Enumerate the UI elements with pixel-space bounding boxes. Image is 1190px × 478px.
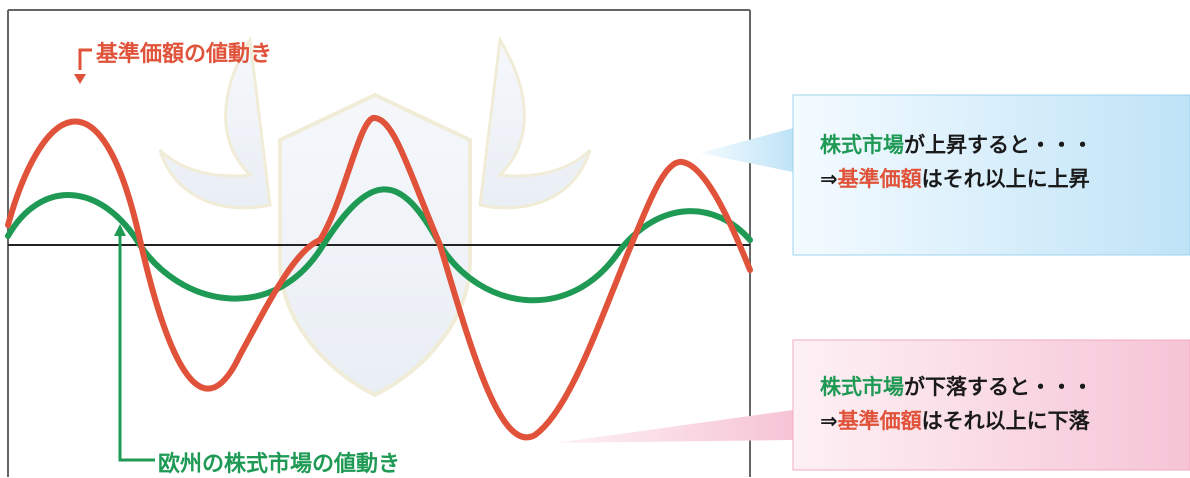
- callout-down-result: はそれ以上に下落: [921, 409, 1090, 433]
- callout-down-arrow: ⇒: [820, 409, 838, 433]
- market-curve-label: 欧州の株式市場の値動き: [158, 452, 401, 477]
- callout-up-line2: ⇒基準価額はそれ以上に上昇: [820, 162, 1093, 196]
- callout-up-arrow: ⇒: [820, 167, 838, 191]
- callout-up-fund: 基準価額: [837, 167, 922, 191]
- callout-down-fall-phrase: が下落すると・・・: [904, 375, 1093, 399]
- callout-down-line1: 株式市場が下落すると・・・: [820, 370, 1093, 404]
- callout-down-box: [555, 339, 1190, 471]
- callout-up-market: 株式市場: [820, 133, 904, 157]
- callout-up-box: [700, 94, 1190, 256]
- chart-frame: [7, 9, 751, 477]
- fund-curve: [5, 115, 753, 441]
- market-curve: [5, 186, 753, 304]
- market-label-arrowhead: [114, 224, 126, 236]
- market-label-leader: [118, 232, 155, 462]
- fund-curve-label: 基準価額の値動き: [96, 42, 273, 67]
- callout-up-result: はそれ以上に上昇: [921, 167, 1090, 191]
- callout-down-line2: ⇒基準価額はそれ以上に下落: [820, 404, 1093, 438]
- callout-down-text: 株式市場が下落すると・・・ ⇒基準価額はそれ以上に下落: [820, 370, 1093, 438]
- watermark-emblem: [158, 35, 592, 398]
- fund-label-arrowhead: [74, 74, 86, 84]
- callout-up-rise-phrase: が上昇すると・・・: [904, 133, 1093, 157]
- callout-down-market: 株式市場: [820, 375, 904, 399]
- callout-up-line1: 株式市場が上昇すると・・・: [820, 128, 1093, 162]
- fund-label-leader: [78, 48, 92, 70]
- callout-up-text: 株式市場が上昇すると・・・ ⇒基準価額はそれ以上に上昇: [820, 128, 1093, 196]
- callout-down-fund: 基準価額: [837, 409, 922, 433]
